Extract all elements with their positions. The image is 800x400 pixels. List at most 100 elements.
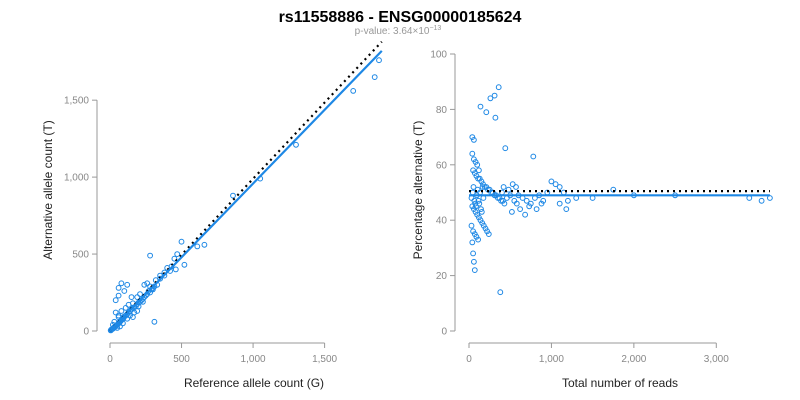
left-data-point [376, 57, 382, 64]
left-y-tick-label: 1,000 [64, 173, 89, 184]
right-data-point [530, 153, 537, 160]
right-data-point [478, 206, 484, 213]
right-data-point [533, 206, 540, 213]
right-data-point [478, 209, 485, 215]
right-y-axis-label: Percentage alternative (T) [411, 121, 425, 260]
right-data-point [492, 114, 499, 121]
left-data-point [112, 297, 119, 304]
right-y-tick-label: 80 [436, 105, 448, 116]
left-data-point [147, 252, 154, 259]
right-data-point [502, 145, 509, 152]
left-x-tick-label: 0 [107, 354, 113, 365]
right-data-point [499, 197, 506, 204]
left-data-point [118, 308, 125, 314]
right-data-point [498, 197, 505, 204]
left-y-tick-label: 0 [83, 327, 89, 338]
left-data-point [124, 281, 131, 288]
left-data-point [114, 325, 121, 331]
right-data-point [474, 161, 481, 168]
left-x-tick-label: 1,500 [312, 354, 337, 365]
left-data-point [350, 88, 357, 94]
left-data-point [171, 255, 178, 262]
right-data-point [513, 200, 520, 207]
right-data-point [471, 197, 478, 204]
left-data-point [140, 298, 146, 305]
right-y-tick-label: 100 [430, 50, 447, 61]
left-data-point [121, 288, 128, 294]
left-y-tick-label: 500 [72, 250, 89, 261]
right-data-point [495, 84, 502, 91]
right-data-point [472, 159, 479, 165]
left-data-point [131, 309, 138, 316]
right-data-point [471, 137, 477, 143]
left-data-point [178, 238, 185, 245]
left-data-point [111, 318, 118, 325]
right-y-tick-label: 40 [436, 216, 448, 227]
right-data-point [471, 170, 478, 177]
right-data-point [469, 239, 476, 246]
chart-title: rs11558886 - ENSG00000185624 [279, 9, 522, 26]
right-data-point [469, 150, 476, 157]
right-data-point [501, 200, 508, 207]
right-data-point [491, 92, 498, 99]
right-data-point [485, 231, 492, 238]
right-data-point [470, 184, 477, 190]
right-data-point [552, 181, 559, 188]
right-data-point [497, 289, 504, 296]
right-x-tick-label: 2,000 [621, 354, 646, 365]
right-y-tick-label: 60 [436, 160, 448, 171]
left-data-point [201, 241, 208, 248]
right-data-point [509, 181, 516, 188]
right-data-point [517, 206, 523, 213]
left-scatter-panel: Reference allele count (G) Alternative a… [41, 40, 383, 390]
left-data-point [112, 309, 119, 316]
right-data-point [523, 197, 530, 204]
right-data-point [526, 203, 533, 210]
left-data-point [115, 292, 122, 299]
left-data-point [230, 192, 236, 199]
p-value-text: p-value: 3.64×10 [355, 26, 430, 37]
right-data-point [505, 186, 512, 193]
left-data-point [122, 305, 129, 311]
right-data-point [538, 200, 545, 207]
left-data-point [107, 327, 114, 334]
left-x-tick-label: 500 [173, 354, 190, 365]
right-data-point [513, 184, 519, 190]
right-data-point [472, 200, 479, 207]
left-data-point [293, 141, 299, 148]
right-y-tick-label: 0 [441, 327, 447, 338]
right-data-point [556, 184, 563, 190]
p-value-exponent: −13 [429, 25, 441, 32]
right-data-point [548, 178, 555, 185]
left-data-point [371, 74, 378, 80]
right-data-point [556, 200, 563, 207]
right-data-point [477, 103, 484, 110]
left-data-point [141, 281, 148, 288]
right-data-point [479, 184, 486, 190]
right-data-point [500, 184, 507, 190]
right-data-point [563, 206, 570, 213]
right-data-point [476, 214, 482, 221]
left-data-point [181, 261, 188, 268]
left-data-point [115, 314, 122, 321]
right-data-point [758, 197, 765, 204]
left-data-point [118, 280, 125, 287]
left-x-tick-label: 1,000 [241, 354, 266, 365]
left-data-point [128, 294, 135, 301]
right-data-point [522, 211, 528, 218]
right-data-point [470, 250, 477, 257]
right-data-point [472, 209, 479, 215]
right-data-point [565, 197, 571, 204]
left-fit-line [109, 50, 383, 332]
right-data-point [469, 134, 476, 141]
right-data-point [482, 225, 489, 232]
left-data-point [135, 303, 142, 310]
left-y-axis-label: Alternative allele count (T) [41, 120, 55, 259]
left-data-point [127, 312, 133, 319]
p-value-label: p-value: 3.64×10−13 [355, 25, 442, 37]
left-x-axis-label: Reference allele count (G) [184, 376, 324, 390]
right-x-tick-label: 0 [466, 354, 472, 365]
right-data-point [475, 236, 482, 243]
left-data-point [164, 265, 171, 271]
right-data-point [476, 167, 482, 174]
